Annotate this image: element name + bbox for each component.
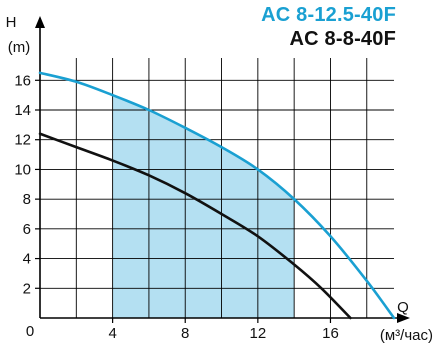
x-axis-unit: (м³/час) [380, 327, 433, 344]
series-line-1 [38, 71, 396, 320]
y-tick-label: 2 [23, 280, 31, 297]
x-tick-label: 12 [250, 325, 267, 342]
y-tick-label: 8 [23, 191, 31, 208]
origin-label: 0 [26, 323, 34, 340]
y-axis-arrow [35, 16, 45, 28]
y-tick-label: 4 [23, 251, 31, 268]
x-tick-label: 8 [181, 325, 189, 342]
legend-entry-series-2: AC 8-8-40F [289, 28, 396, 50]
y-axis-unit: (m) [8, 39, 31, 56]
y-tick-label: 10 [14, 161, 31, 178]
x-axis-arrow [397, 313, 410, 323]
y-tick-label: 6 [23, 221, 31, 238]
x-tick-label: 16 [322, 325, 339, 342]
y-tick-label: 14 [14, 102, 31, 119]
series-line-2 [38, 132, 352, 320]
y-tick-label: 12 [14, 132, 31, 149]
x-tick-label: 4 [108, 325, 116, 342]
legend-entry-series-1: AC 8-12.5-40F [261, 4, 396, 26]
y-tick-label: 16 [14, 72, 31, 89]
x-axis-label: Q [397, 299, 409, 316]
y-axis-label: H [6, 14, 17, 31]
shaded-operating-range [112, 95, 295, 318]
